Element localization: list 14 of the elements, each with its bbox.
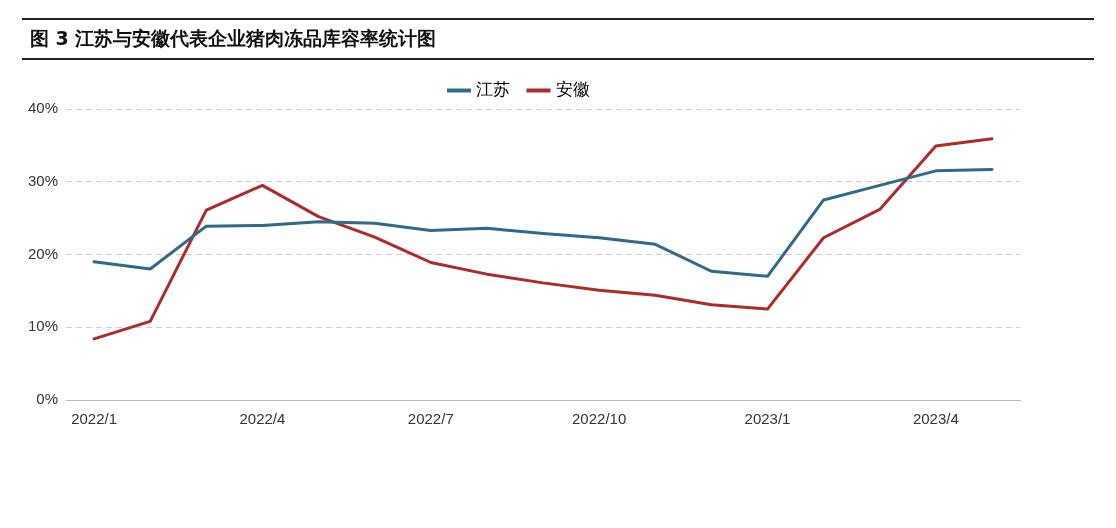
y-tick-label: 30% [27, 171, 59, 189]
y-tick-label: 20% [27, 244, 59, 262]
x-tick-label: 2022/10 [572, 410, 627, 428]
y-tick-label: 10% [27, 317, 59, 335]
x-tick-label: 2022/7 [407, 410, 454, 428]
x-tick-label: 2023/4 [912, 410, 959, 428]
legend-label: 安徽 [555, 80, 590, 100]
x-tick-label: 2022/4 [239, 410, 286, 428]
y-tick-label: 0% [36, 390, 59, 408]
y-tick-label: 40% [27, 99, 59, 117]
x-tick-label: 2023/1 [744, 410, 791, 428]
chart-title: 图 3 江苏与安徽代表企业猪肉冻品库容率统计图 [22, 18, 1094, 60]
x-tick-label: 2022/1 [71, 410, 118, 428]
legend-label: 江苏 [476, 80, 510, 100]
